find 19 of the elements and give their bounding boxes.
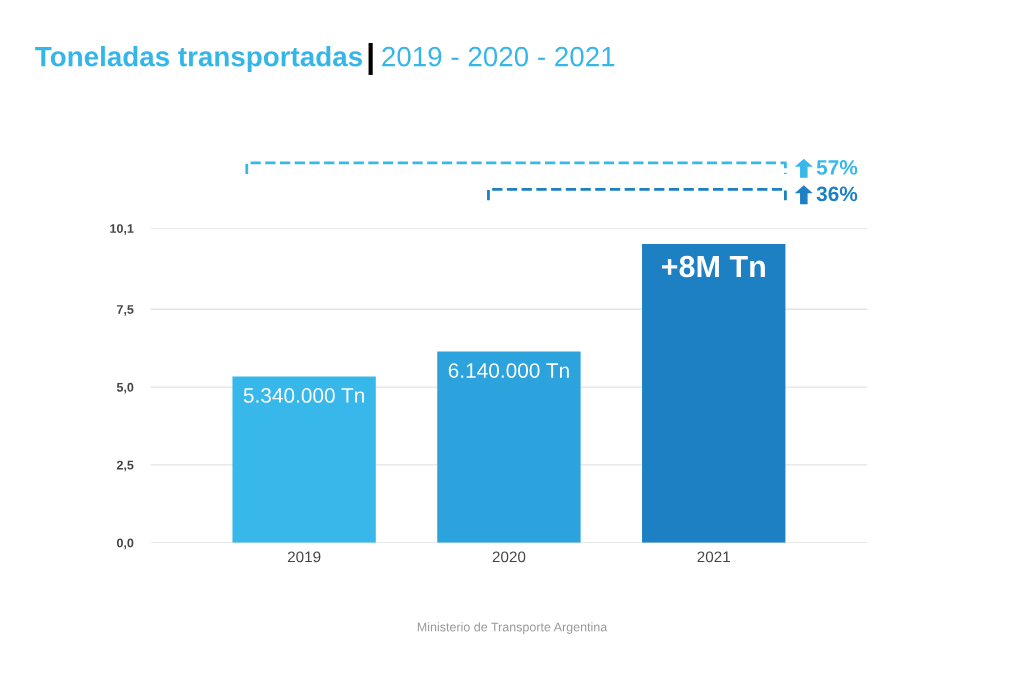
y-tick-label: 10,1 — [110, 224, 134, 235]
text: 36% — [816, 186, 858, 202]
x-tick-label: 2019 — [287, 551, 321, 563]
y-tick-label: 2,5 — [116, 460, 134, 472]
text: 57% — [816, 160, 858, 175]
annotation: 6.140.000 Tn — [448, 363, 569, 378]
annotation: 5.340.000 Tn — [243, 388, 364, 403]
y-tick-label: 0,0 — [116, 538, 134, 550]
bar — [232, 376, 376, 543]
y-tick-label: 5,0 — [116, 382, 134, 394]
chart-subtitle: 2019 - 2020 - 2021 — [382, 46, 615, 67]
y-tick-label: 7,5 — [117, 305, 134, 316]
bar — [437, 351, 581, 543]
bar — [642, 243, 786, 543]
x-tick-label: 2021 — [697, 551, 730, 563]
text: Ministerio de Transporte Argentina — [417, 622, 608, 634]
x-tick-label: 2020 — [492, 551, 526, 563]
annotation: +8M Tn — [661, 255, 765, 278]
chart-title: Toneladas transportadas — [35, 46, 362, 72]
